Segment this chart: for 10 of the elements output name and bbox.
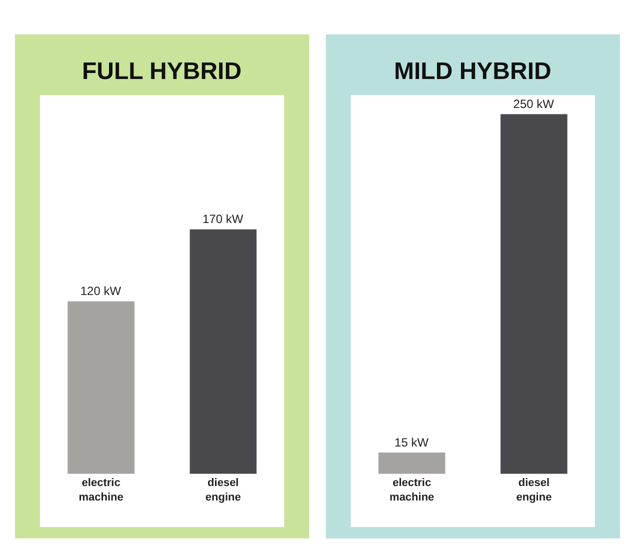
- data-label: 170 kW: [202, 212, 244, 226]
- x-tick-label: diesel engine: [516, 477, 552, 504]
- x-tick-label: diesel engine: [205, 477, 241, 504]
- x-tick-label: electric machine: [390, 477, 434, 504]
- data-label: 15 kW: [394, 435, 430, 450]
- data-label: 250 kW: [513, 96, 555, 111]
- x-tick-label: electric machine: [78, 477, 124, 504]
- chart-title: FULL HYBRID: [82, 58, 242, 85]
- data-label: 120 kW: [80, 284, 122, 298]
- chart-title: MILD HYBRID: [394, 58, 552, 85]
